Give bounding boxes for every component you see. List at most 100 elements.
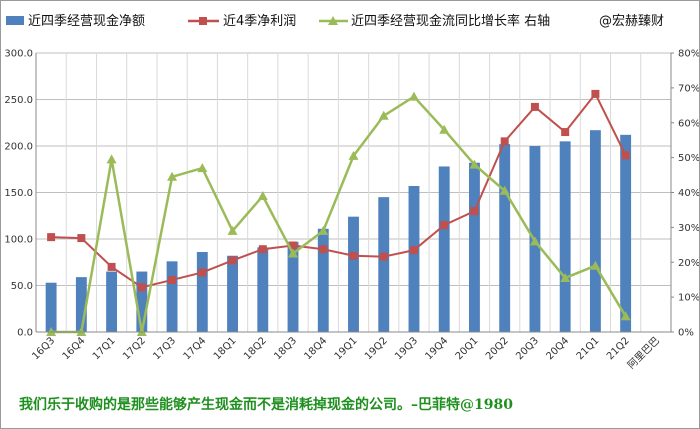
x-tick-label: 20Q3 xyxy=(514,335,541,362)
line-growth-rate xyxy=(51,94,627,334)
x-tick-label: 阿里巴巴 xyxy=(625,335,662,372)
point-net-profit xyxy=(530,102,539,111)
bar-cash-flow xyxy=(287,241,299,332)
watermark-text: @宏赫臻财 xyxy=(599,14,664,29)
legend-label-growth-rate: 近四季经营现金流同比增长率 右轴 xyxy=(351,13,550,29)
point-net-profit xyxy=(77,234,86,243)
legend: 近四季经营现金净额 近4季净利润 近四季经营现金流同比增长率 右轴 @宏赫臻财 xyxy=(6,13,664,29)
point-growth-rate xyxy=(439,124,450,134)
x-tick-label: 16Q4 xyxy=(61,335,88,362)
x-tick-label: 21Q1 xyxy=(575,335,602,362)
bar-cash-flow xyxy=(257,247,269,332)
bar-cash-flow xyxy=(166,261,178,332)
line-net-profit xyxy=(51,92,627,289)
right-tick-label: 40% xyxy=(678,188,699,199)
line-series-net-profit xyxy=(47,89,630,292)
point-growth-rate xyxy=(590,260,601,270)
legend-label-net-profit: 近4季净利润 xyxy=(223,14,296,29)
x-tick-label: 19Q2 xyxy=(363,335,390,362)
bar-cash-flow xyxy=(75,277,87,332)
left-tick-label: 250.0 xyxy=(4,95,33,106)
point-growth-rate xyxy=(529,236,540,246)
point-net-profit xyxy=(621,151,630,160)
left-tick-label: 300.0 xyxy=(4,49,33,60)
point-growth-rate xyxy=(378,110,389,120)
bar-cash-flow xyxy=(106,271,118,332)
right-tick-label: 70% xyxy=(678,83,699,94)
bar-cash-flow xyxy=(227,255,238,332)
legend-swatch-cash-flow xyxy=(6,16,24,25)
point-net-profit xyxy=(319,245,328,254)
x-tick-label: 16Q3 xyxy=(30,335,57,362)
bar-cash-flow xyxy=(136,271,148,332)
right-tick-label: 30% xyxy=(678,223,699,234)
point-growth-rate xyxy=(499,185,510,195)
point-growth-rate xyxy=(257,190,268,200)
x-tick-label: 17Q4 xyxy=(182,335,209,362)
point-net-profit xyxy=(561,128,570,137)
x-tick-label: 18Q2 xyxy=(242,335,269,362)
point-net-profit xyxy=(168,275,177,284)
bar-cash-flow xyxy=(438,166,450,332)
bar-cash-flow xyxy=(408,185,420,332)
x-tick-label: 19Q4 xyxy=(423,335,450,362)
bar-cash-flow xyxy=(196,252,208,332)
right-tick-label: 0% xyxy=(678,328,694,339)
point-net-profit xyxy=(591,89,600,98)
x-tick-label: 21Q2 xyxy=(605,335,632,362)
x-tick-label: 19Q1 xyxy=(333,335,360,362)
left-tick-label: 50.0 xyxy=(11,281,33,292)
bar-cash-flow xyxy=(378,197,390,332)
left-tick-label: 0.0 xyxy=(17,328,33,339)
point-growth-rate xyxy=(106,154,117,164)
point-growth-rate xyxy=(167,171,178,181)
point-growth-rate xyxy=(348,150,359,160)
right-tick-label: 20% xyxy=(678,258,699,269)
point-net-profit xyxy=(440,221,449,230)
point-growth-rate xyxy=(560,272,571,282)
right-tick-label: 80% xyxy=(678,49,699,60)
x-tick-label: 18Q4 xyxy=(303,335,330,362)
point-net-profit xyxy=(258,245,267,254)
legend-label-cash-flow: 近四季经营现金净额 xyxy=(28,13,145,29)
point-net-profit xyxy=(470,207,479,216)
bar-cash-flow xyxy=(469,162,480,332)
point-net-profit xyxy=(289,241,298,250)
point-growth-rate xyxy=(227,225,238,235)
point-net-profit xyxy=(228,256,237,265)
legend-marker-growth-rate xyxy=(328,16,338,25)
point-growth-rate xyxy=(288,248,299,258)
x-tick-label: 17Q2 xyxy=(121,335,148,362)
bar-cash-flow xyxy=(559,141,571,332)
left-tick-label: 150.0 xyxy=(4,188,33,199)
x-tick-label: 17Q3 xyxy=(151,335,178,362)
bar-cash-flow xyxy=(317,228,329,332)
right-tick-label: 10% xyxy=(678,293,699,304)
point-net-profit xyxy=(107,262,116,271)
point-net-profit xyxy=(409,246,418,255)
x-tick-label: 20Q4 xyxy=(544,335,571,362)
point-growth-rate xyxy=(620,311,631,321)
bar-cash-flow xyxy=(45,282,57,332)
x-tick-label: 18Q1 xyxy=(212,335,239,362)
x-axis: 16Q3 16Q4 17Q1 17Q2 17Q3 17Q4 18Q1 18Q2 18Q3 18Q4… xyxy=(30,331,671,372)
bar-cash-flow xyxy=(499,144,511,332)
point-net-profit xyxy=(198,268,207,277)
legend-marker-net-profit xyxy=(199,17,207,25)
left-tick-label: 200.0 xyxy=(4,142,33,153)
right-axis: 0% 10% 20% 30% 40% 50% 60% 70% 80% xyxy=(670,49,699,339)
point-net-profit xyxy=(500,137,509,146)
x-tick-label: 17Q1 xyxy=(91,335,118,362)
point-growth-rate xyxy=(197,163,208,173)
left-tick-label: 100.0 xyxy=(4,235,33,246)
buffett-quote-caption: 我们乐于收购的是那些能够产生现金而不是消耗掉现金的公司。–巴菲特@1980 xyxy=(19,396,513,413)
right-tick-label: 50% xyxy=(678,153,699,164)
point-net-profit xyxy=(137,283,146,292)
x-tick-label: 19Q3 xyxy=(393,335,420,362)
point-net-profit xyxy=(379,252,388,261)
point-growth-rate xyxy=(469,159,480,169)
point-net-profit xyxy=(349,251,358,260)
x-tick-label: 20Q2 xyxy=(484,335,511,362)
